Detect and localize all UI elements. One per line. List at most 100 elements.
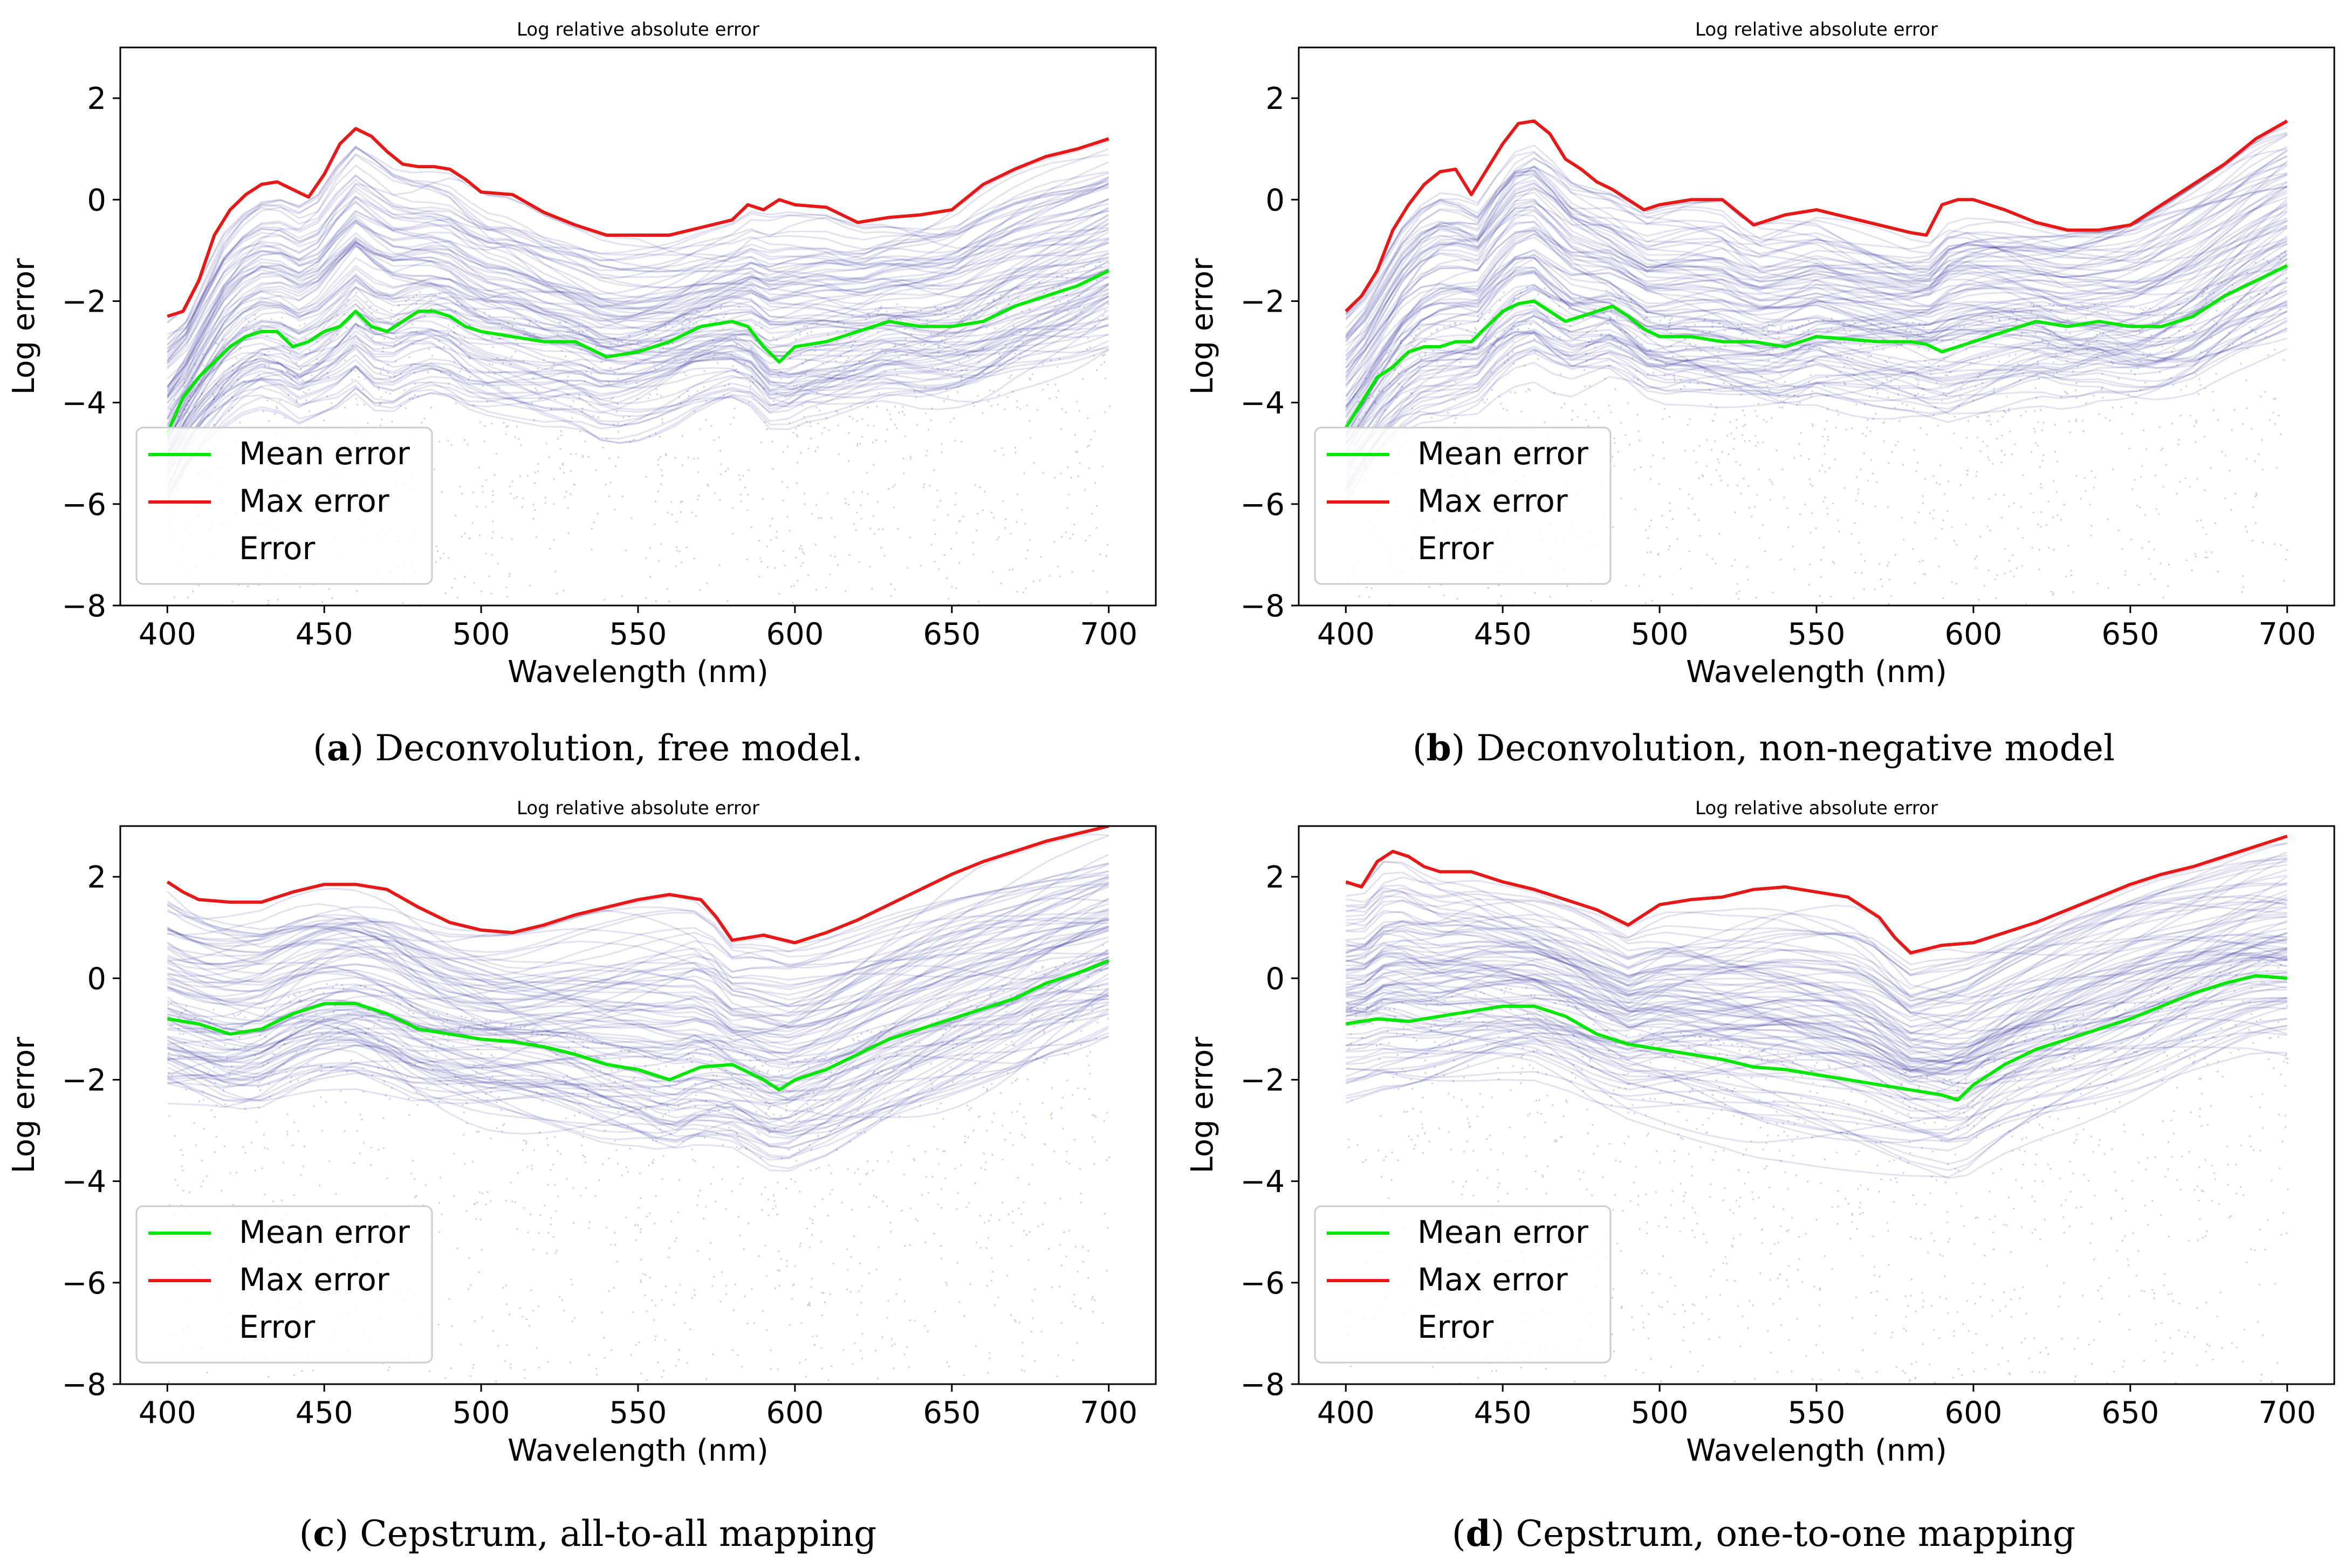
x-tick-label: 450 bbox=[1474, 617, 1532, 652]
error-curve bbox=[1345, 161, 2288, 337]
x-tick-label: 550 bbox=[1788, 1395, 1846, 1431]
error-curve bbox=[167, 226, 1109, 421]
error-curve bbox=[167, 919, 1109, 1058]
error-curve bbox=[1345, 281, 2288, 452]
error-curve bbox=[1345, 974, 2287, 1065]
error-curve bbox=[167, 999, 1109, 1109]
error-curve bbox=[167, 833, 1109, 1001]
error-curve bbox=[1346, 959, 2287, 1100]
error-curve bbox=[1345, 927, 2287, 1017]
error-curve bbox=[166, 252, 1109, 448]
error-curve bbox=[1345, 224, 2288, 436]
y-axis-label: Log error bbox=[6, 1036, 42, 1173]
error-curve bbox=[1345, 174, 2288, 397]
error-curve bbox=[1345, 249, 2288, 431]
y-tick-label: −6 bbox=[1240, 1266, 1285, 1301]
error-curve bbox=[1345, 317, 2288, 445]
error-curve bbox=[1345, 920, 2288, 1013]
error-curve bbox=[167, 260, 1109, 416]
error-curve bbox=[167, 930, 1109, 1028]
error-curve bbox=[167, 241, 1109, 432]
error-curve bbox=[1345, 310, 2288, 503]
y-tick-label: −8 bbox=[61, 1367, 106, 1402]
error-curve bbox=[167, 242, 1109, 438]
panel-d: Log relative absolute error 400 450 500 550 6… bbox=[1185, 797, 2335, 1468]
error-curve bbox=[167, 276, 1109, 419]
error-curve bbox=[1345, 311, 2288, 489]
error-curve bbox=[1345, 329, 2288, 435]
error-curve bbox=[167, 926, 1109, 1031]
legend-box bbox=[135, 1205, 433, 1364]
caption-text: Cepstrum, one-to-one mapping bbox=[1516, 1513, 2076, 1555]
legend-label: Error bbox=[239, 530, 316, 567]
mean-error-line bbox=[1344, 264, 2288, 429]
error-curve bbox=[1345, 302, 2288, 452]
error-curve bbox=[1345, 210, 2288, 415]
error-curve bbox=[167, 967, 1109, 1147]
error-curve bbox=[167, 919, 1109, 1037]
error-curve bbox=[167, 962, 1109, 1104]
panel-b: Log relative absolute error 400 450 500 550 6… bbox=[1185, 19, 2335, 690]
max-error-line bbox=[1345, 834, 2288, 955]
error-curve bbox=[1345, 258, 2288, 457]
error-curve bbox=[1346, 858, 2288, 1005]
error-curve bbox=[167, 897, 1109, 1063]
error-curve bbox=[167, 1032, 1109, 1139]
max-error-line bbox=[166, 826, 1109, 945]
error-curve bbox=[1345, 258, 2288, 452]
x-tick-label: 400 bbox=[139, 617, 196, 652]
error-curve bbox=[166, 302, 1109, 453]
x-tick-label: 600 bbox=[1944, 617, 2002, 652]
error-curve bbox=[166, 300, 1109, 477]
error-curve bbox=[167, 955, 1109, 1102]
error-curve bbox=[1345, 289, 2288, 462]
error-curve bbox=[167, 161, 1109, 339]
error-curve bbox=[1345, 220, 2288, 402]
error-curve bbox=[1346, 970, 2287, 1101]
error-curve bbox=[1345, 947, 2287, 1089]
error-curve bbox=[167, 925, 1109, 1028]
error-curve bbox=[1346, 842, 2288, 1001]
error-curve bbox=[167, 835, 1109, 1007]
error-curve bbox=[166, 322, 1109, 493]
y-tick-label: −6 bbox=[61, 1266, 106, 1301]
chart-title: Log relative absolute error bbox=[1695, 19, 1938, 40]
error-curve bbox=[167, 257, 1109, 441]
error-curve bbox=[1345, 225, 2288, 429]
error-curve bbox=[167, 898, 1109, 1055]
error-curve bbox=[167, 198, 1109, 404]
panel-c: Log relative absolute error 400 450 500 550 6… bbox=[6, 797, 1157, 1468]
error-curve bbox=[167, 276, 1109, 437]
x-tick-label: 650 bbox=[923, 617, 981, 652]
error-curve bbox=[167, 911, 1109, 1008]
error-curve bbox=[167, 994, 1109, 1070]
error-curve bbox=[167, 176, 1109, 380]
error-curve bbox=[1345, 122, 2288, 314]
error-curve bbox=[1346, 927, 2287, 1063]
error-curve bbox=[166, 288, 1109, 455]
error-curve bbox=[1346, 900, 2287, 1019]
caption-c: (c) Cepstrum, all-to-all mapping bbox=[299, 1512, 877, 1555]
error-curve bbox=[1345, 174, 2288, 361]
error-curve bbox=[167, 961, 1109, 1084]
error-curve bbox=[1345, 858, 2287, 999]
error-cloud bbox=[166, 140, 1111, 606]
error-curve bbox=[1345, 1024, 2287, 1179]
error-curve bbox=[167, 336, 1109, 467]
error-curve bbox=[1346, 1011, 2287, 1091]
error-curve bbox=[167, 1013, 1109, 1102]
error-curve bbox=[167, 198, 1109, 403]
error-curve bbox=[167, 963, 1109, 1084]
y-tick-label: 2 bbox=[1265, 860, 1285, 895]
legend-box bbox=[1314, 427, 1612, 585]
error-curve bbox=[167, 238, 1109, 477]
error-curve bbox=[1345, 913, 2287, 1072]
error-curve bbox=[167, 982, 1109, 1058]
error-curve bbox=[167, 1011, 1109, 1135]
y-tick-label: −8 bbox=[61, 589, 106, 624]
x-tick-label: 700 bbox=[2258, 617, 2316, 652]
error-curve bbox=[1345, 964, 2287, 1069]
error-curve bbox=[1346, 938, 2287, 1076]
error-curve bbox=[167, 862, 1109, 1017]
error-curve bbox=[167, 927, 1109, 1069]
